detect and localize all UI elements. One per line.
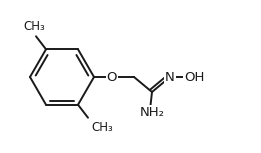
Text: OH: OH (184, 71, 204, 84)
Text: NH₂: NH₂ (139, 106, 164, 119)
Text: O: O (107, 71, 117, 84)
Text: CH₃: CH₃ (23, 20, 45, 33)
Text: N: N (165, 71, 175, 84)
Text: CH₃: CH₃ (91, 121, 113, 134)
